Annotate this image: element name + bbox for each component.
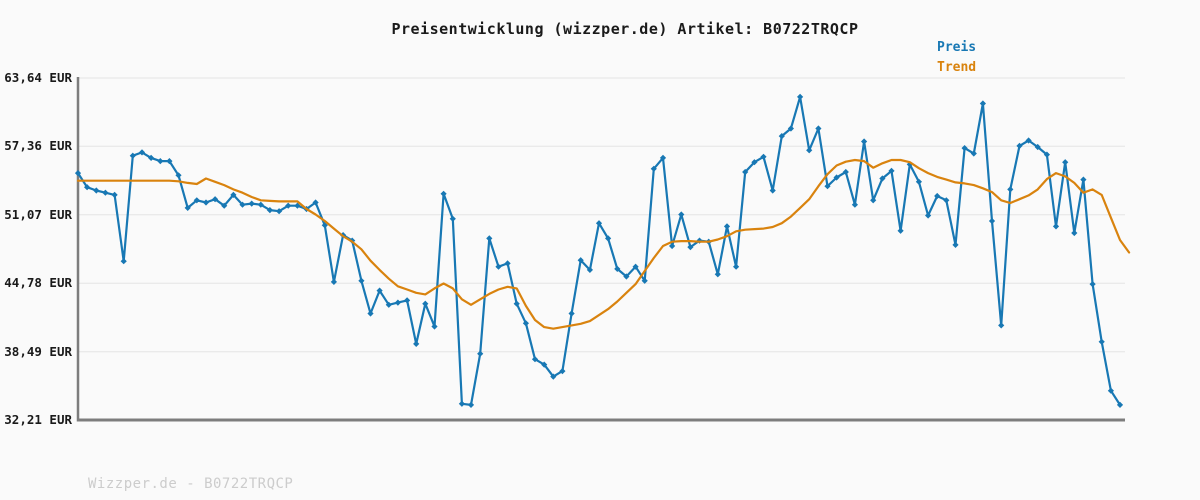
legend: Preis Trend — [937, 38, 976, 78]
y-tick-label: 32,21 EUR — [4, 412, 72, 427]
legend-label-trend: Trend — [937, 60, 977, 75]
chart-title: Preisentwicklung (wizzper.de) Artikel: B… — [391, 20, 859, 38]
y-tick-label: 57,36 EUR — [4, 138, 72, 153]
legend-item-preis: Preis — [937, 38, 976, 58]
y-tick-label: 38,49 EUR — [4, 344, 72, 359]
watermark: Wizzper.de - B0722TRQCP — [88, 476, 294, 492]
legend-item-trend: Trend — [937, 58, 976, 78]
y-tick-label: 51,07 EUR — [4, 207, 72, 222]
y-tick-label: 44,78 EUR — [4, 275, 72, 290]
y-tick-label: 63,64 EUR — [4, 70, 72, 85]
legend-label-preis: Preis — [937, 40, 977, 55]
